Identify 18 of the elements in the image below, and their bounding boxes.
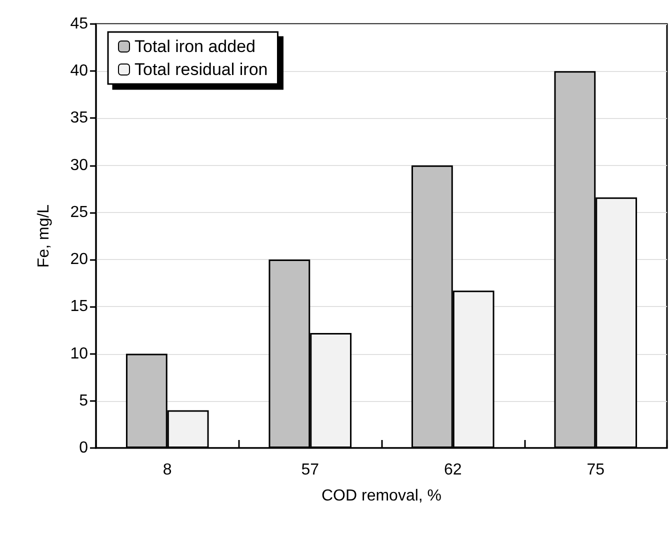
- y-tick-label: 15: [70, 298, 88, 316]
- y-tick-label: 10: [70, 345, 88, 362]
- y-tick-label: 25: [70, 204, 88, 221]
- x-tick-label: 62: [444, 462, 462, 478]
- y-tick-label: 20: [70, 251, 88, 268]
- y-tick-label: 35: [70, 110, 88, 127]
- x-tick-label: 75: [586, 462, 605, 478]
- x-tick-label: 8: [162, 462, 172, 478]
- y-tick-label: 30: [70, 156, 88, 174]
- y-tick-label: 5: [79, 392, 88, 410]
- x-tick-label: 57: [301, 462, 320, 478]
- y-tick-label: 40: [70, 62, 88, 80]
- y-axis-title: Fe, mg/L: [36, 204, 52, 268]
- y-tick-label: 45: [70, 16, 88, 32]
- legend-label: Total residual iron: [134, 60, 268, 79]
- y-tick-label: 0: [79, 440, 88, 456]
- legend-label: Total iron added: [134, 37, 256, 56]
- x-axis-title: COD removal, %: [321, 488, 442, 504]
